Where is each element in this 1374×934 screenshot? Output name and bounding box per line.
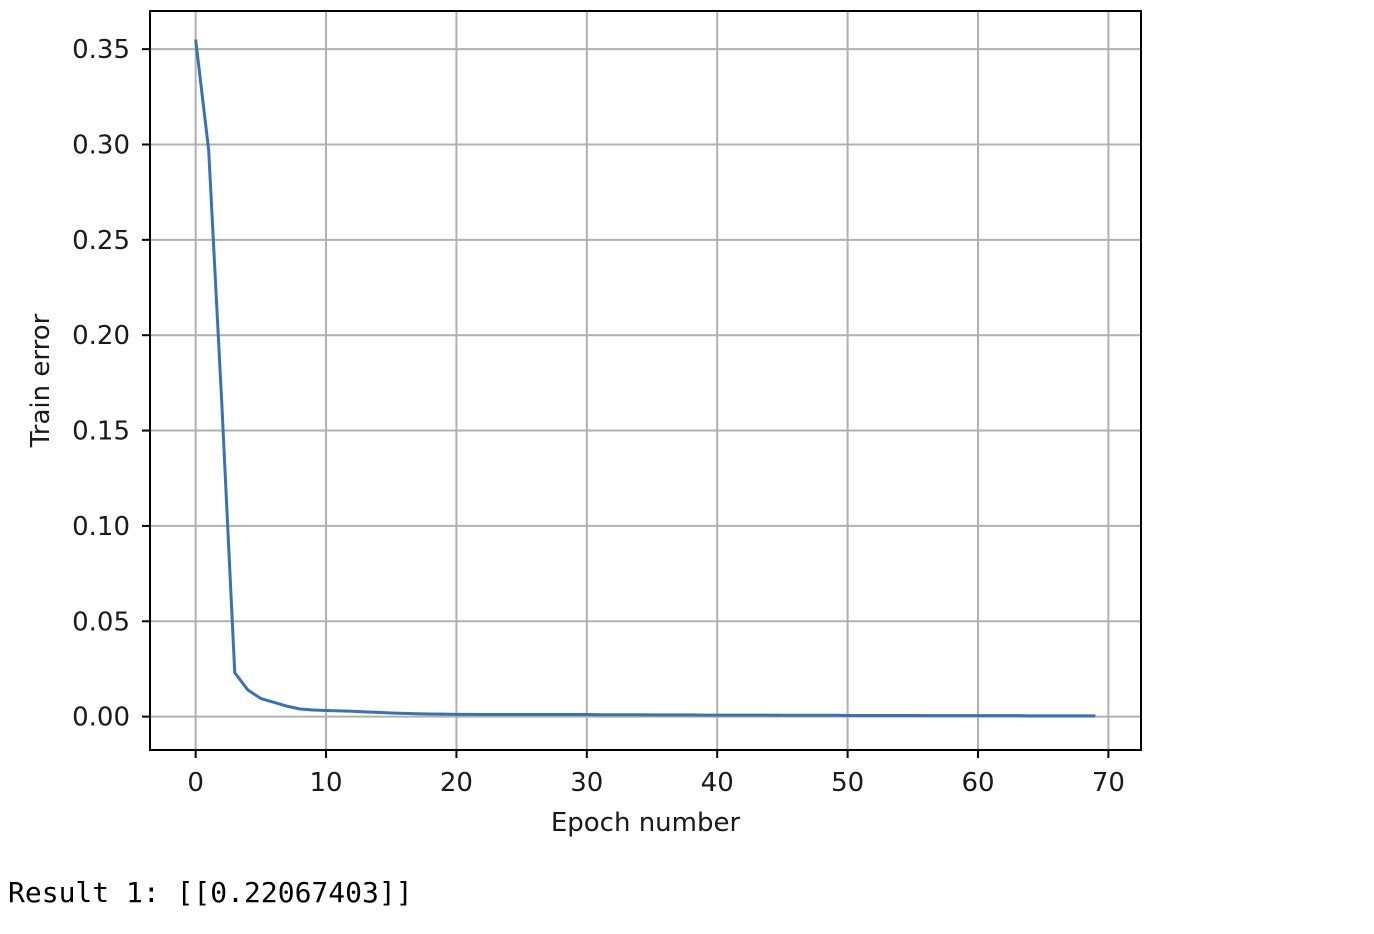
- x-tick-label: 0: [187, 768, 204, 798]
- result-output: Result 1: [[0.22067403]]: [8, 876, 413, 909]
- plot-area: [194, 39, 1096, 718]
- y-tick-label: 0.05: [72, 607, 130, 637]
- x-tick-label: 40: [701, 768, 734, 798]
- train-error-chart: 0 10 20 30 40 50 60 70 0.00 0.05 0.10 0.15 0.20 0.25 0…: [26, 10, 1142, 838]
- grid: [150, 11, 1141, 750]
- y-tick-label: 0.15: [72, 417, 130, 447]
- train-error-series-line: [194, 39, 1096, 718]
- y-axis-label: Train error: [26, 313, 56, 448]
- y-tick-label: 0.35: [72, 35, 130, 65]
- y-tick-label: 0.25: [72, 226, 130, 256]
- plot-frame: [149, 10, 1142, 751]
- x-tick-label: 60: [961, 768, 994, 798]
- y-tick-label: 0.00: [72, 703, 130, 733]
- y-tick-label: 0.20: [72, 321, 130, 351]
- x-tick-label: 70: [1092, 768, 1125, 798]
- x-axis-label: Epoch number: [551, 808, 741, 838]
- x-tick-label: 50: [831, 768, 864, 798]
- x-tick-label: 20: [440, 768, 473, 798]
- x-tick-label: 30: [570, 768, 603, 798]
- x-tick-label: 10: [309, 768, 342, 798]
- y-tick-label: 0.30: [72, 130, 130, 160]
- axis-ticks: 0 10 20 30 40 50 60 70 0.00 0.05 0.10 0.15 0.20 0.25 0…: [72, 35, 1125, 798]
- y-tick-label: 0.10: [72, 512, 130, 542]
